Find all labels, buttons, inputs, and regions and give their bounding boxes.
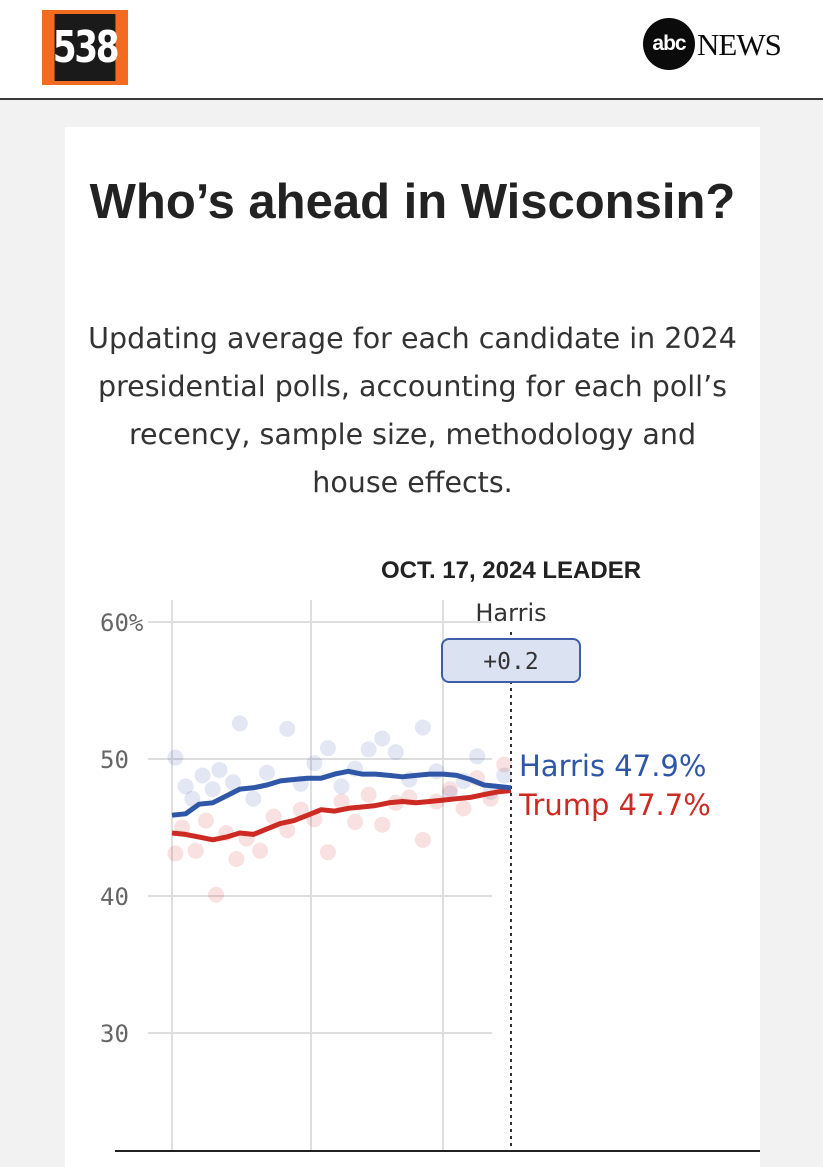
leader-margin-value: +0.2 bbox=[483, 649, 538, 675]
trump-poll-point-2 bbox=[187, 842, 204, 859]
chart-title: Who’s ahead in Wisconsin? bbox=[89, 175, 736, 229]
harris-poll-point-24 bbox=[469, 748, 486, 765]
harris-poll-point-0 bbox=[167, 749, 184, 766]
y-tick-label-60: 60% bbox=[100, 609, 144, 637]
harris-final-label: Harris 47.9% bbox=[519, 749, 706, 783]
harris-average-line bbox=[171, 768, 512, 818]
trump-poll-point-22 bbox=[441, 781, 458, 798]
y-tick-label-40: 40 bbox=[100, 883, 129, 911]
trump-poll-point-4 bbox=[208, 886, 225, 903]
harris-poll-point-8 bbox=[245, 790, 262, 807]
538-logo-text: 538 bbox=[53, 14, 120, 81]
trump-poll-point-20 bbox=[414, 831, 431, 848]
y-tick-label-50: 50 bbox=[100, 746, 129, 774]
site-header: 538 abc NEWS bbox=[0, 0, 823, 100]
harris-poll-point-14 bbox=[333, 778, 350, 795]
harris-poll-point-7 bbox=[231, 715, 248, 732]
harris-poll-point-18 bbox=[387, 744, 404, 761]
trump-poll-point-26 bbox=[496, 756, 513, 773]
trump-poll-point-3 bbox=[197, 812, 214, 829]
trump-poll-point-13 bbox=[319, 844, 336, 861]
harris-poll-point-13 bbox=[319, 740, 336, 757]
trump-poll-point-15 bbox=[347, 814, 364, 831]
trump-poll-point-23 bbox=[455, 800, 472, 817]
harris-poll-point-10 bbox=[279, 720, 296, 737]
harris-poll-point-21 bbox=[428, 763, 445, 780]
leader-name: Harris bbox=[475, 599, 546, 627]
chart-card: Who’s ahead in Wisconsin? Updating avera… bbox=[65, 127, 760, 1167]
harris-poll-point-20 bbox=[414, 719, 431, 736]
harris-poll-point-12 bbox=[306, 755, 323, 772]
trump-poll-point-9 bbox=[265, 808, 282, 825]
trump-poll-point-10 bbox=[279, 822, 296, 839]
grid-lines: 60% 50 40 30 bbox=[100, 600, 512, 1152]
average-lines bbox=[171, 768, 512, 843]
harris-poll-point-26 bbox=[496, 767, 513, 784]
trump-poll-point-17 bbox=[374, 816, 391, 833]
abc-news-wordmark[interactable]: NEWS bbox=[697, 27, 782, 62]
trump-average-line bbox=[171, 788, 512, 843]
harris-poll-point-2 bbox=[184, 790, 201, 807]
chart-subtitle: Updating average for each candidate in 2… bbox=[88, 322, 737, 499]
leader-heading: OCT. 17, 2024 LEADER bbox=[381, 557, 641, 584]
harris-poll-point-3 bbox=[194, 767, 211, 784]
trump-final-label: Trump 47.7% bbox=[518, 788, 711, 822]
trump-poll-point-16 bbox=[360, 786, 377, 803]
harris-poll-point-9 bbox=[258, 764, 275, 781]
abc-news-logo[interactable]: abc bbox=[643, 18, 695, 70]
harris-poll-point-6 bbox=[225, 774, 242, 791]
harris-poll-point-5 bbox=[211, 761, 228, 778]
leader-margin-badge[interactable] bbox=[441, 638, 581, 683]
trump-poll-point-14 bbox=[333, 793, 350, 810]
chart-labels: Harris 47.9% Trump 47.7% bbox=[518, 749, 711, 822]
y-tick-label-30: 30 bbox=[100, 1020, 129, 1048]
trump-poll-point-6 bbox=[228, 851, 245, 868]
harris-poll-point-16 bbox=[360, 741, 377, 758]
harris-poll-point-4 bbox=[204, 781, 221, 798]
harris-poll-point-17 bbox=[374, 730, 391, 747]
harris-poll-point-1 bbox=[177, 778, 194, 795]
trump-poll-point-8 bbox=[252, 842, 269, 859]
trump-poll-point-0 bbox=[167, 845, 184, 862]
538-logo[interactable]: 538 bbox=[42, 10, 128, 85]
